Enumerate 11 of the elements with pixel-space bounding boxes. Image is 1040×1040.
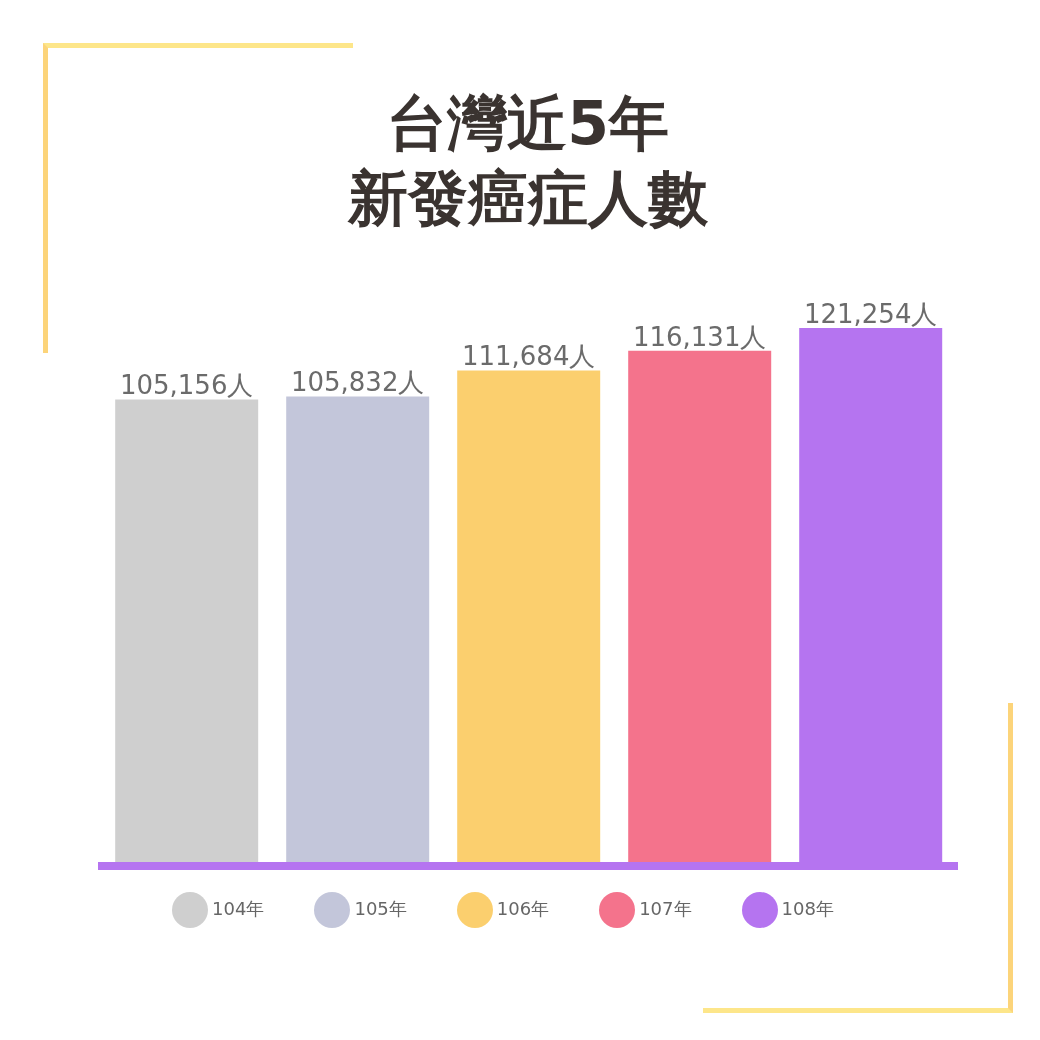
data-label: 111,684人 — [461, 341, 596, 372]
legend-label: 105年 — [354, 897, 407, 919]
data-label: 121,254人 — [803, 299, 938, 329]
legend-label: 106年 — [496, 897, 550, 919]
legend-label: 107年 — [639, 897, 692, 919]
legend-label: 108年 — [781, 897, 834, 919]
chart-title: 台灣近5年新發癌症人數 — [346, 87, 709, 235]
data-label: 105,832人 — [290, 367, 425, 398]
data-label: 105,156人 — [119, 370, 254, 401]
legend-label: 104年 — [212, 897, 265, 919]
data-label: 116,131人 — [632, 321, 767, 352]
